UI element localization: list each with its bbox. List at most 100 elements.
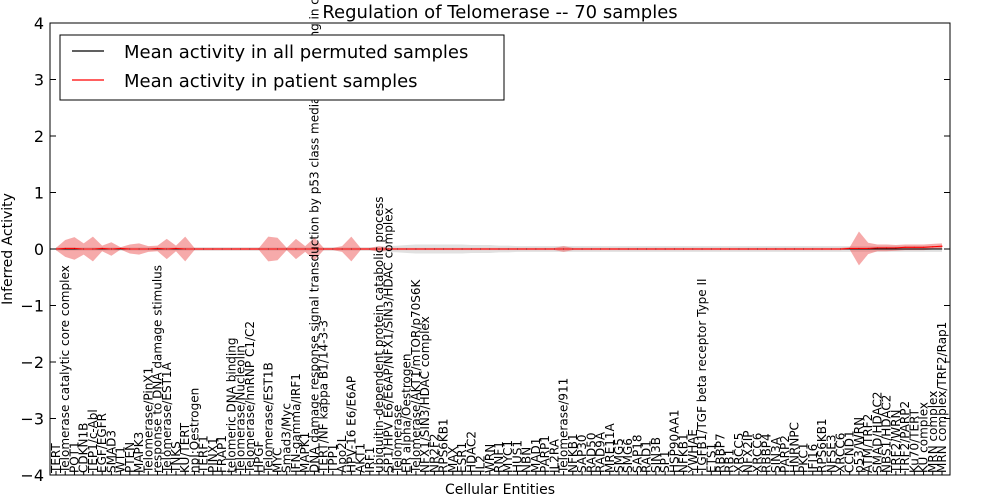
- x-category-label: NFX2IP: [741, 430, 755, 473]
- x-category-label: NFKB1: [677, 433, 691, 473]
- x-category-label: PKC1: [797, 443, 811, 473]
- x-category-label: DNA damage response signal transduction …: [307, 0, 321, 473]
- x-category-label: CCND1: [843, 430, 857, 473]
- x-category-label: npI:Oestrogen: [187, 388, 201, 473]
- permuted-point: [535, 248, 537, 250]
- x-category-label: HUS1: [510, 440, 524, 473]
- permuted-point: [64, 248, 66, 250]
- x-category-label: response to DNA damage stimulus: [151, 265, 165, 473]
- x-category-label: TRF2/WRN: [889, 410, 903, 474]
- permuted-point: [304, 248, 306, 250]
- x-category-label: NBN: [520, 447, 534, 473]
- x-category-label: MRN complex: [926, 391, 940, 473]
- x-category-label: p53/WRN: [852, 417, 866, 473]
- patient-point: [876, 247, 878, 249]
- permuted-point: [895, 248, 897, 250]
- patient-point: [120, 247, 122, 250]
- x-category-label: TRF2/PARP2: [898, 401, 912, 474]
- x-category-label: RPS6KB1: [815, 418, 829, 473]
- legend-label-permuted: Mean activity in all permuted samples: [124, 42, 468, 63]
- x-category-label: KU complex: [917, 402, 931, 473]
- permuted-point: [692, 248, 694, 250]
- permuted-point: [249, 248, 251, 250]
- permuted-point: [341, 248, 343, 250]
- permuted-point: [830, 248, 832, 250]
- patient-point: [886, 247, 888, 249]
- x-category-label: PARP2: [778, 435, 792, 473]
- x-category-label: RNF1: [492, 441, 506, 473]
- patient-point: [913, 246, 915, 248]
- permuted-point: [600, 248, 601, 250]
- x-category-label: Apo2L: [335, 435, 349, 473]
- permuted-point: [544, 248, 546, 250]
- x-category-label: MAD1: [529, 438, 543, 473]
- patient-point: [895, 247, 897, 249]
- x-category-label: IL2: [474, 455, 488, 473]
- permuted-point: [858, 248, 860, 250]
- permuted-point: [507, 248, 509, 250]
- permuted-point: [267, 248, 269, 250]
- permuted-point: [166, 248, 168, 250]
- y-tick-label: −4: [20, 466, 44, 485]
- patient-point: [73, 247, 76, 250]
- permuted-point: [332, 248, 334, 250]
- x-category-label: TEP1/c-Abl: [86, 409, 100, 474]
- permuted-point: [664, 248, 666, 250]
- permuted-point: [277, 248, 278, 250]
- permuted-point: [480, 248, 481, 250]
- permuted-point: [369, 248, 371, 250]
- permuted-point: [194, 248, 195, 250]
- x-category-label: HDAC2: [464, 431, 478, 473]
- patient-point: [922, 246, 925, 248]
- permuted-point: [553, 248, 555, 250]
- x-category-label: IL2RA: [547, 438, 561, 473]
- patient-point: [904, 246, 906, 248]
- x-category-label: Telomerase: [390, 405, 404, 474]
- y-tick-label: −3: [20, 410, 44, 429]
- permuted-point: [738, 248, 740, 250]
- patient-point: [64, 247, 66, 250]
- permuted-point: [923, 248, 924, 250]
- permuted-point: [867, 248, 869, 250]
- permuted-point: [637, 248, 638, 250]
- permuted-point: [406, 248, 408, 250]
- permuted-point: [147, 248, 149, 250]
- x-category-label: RPS6KB1: [437, 418, 451, 473]
- permuted-point: [240, 248, 241, 250]
- permuted-point: [720, 248, 721, 250]
- permuted-point: [618, 248, 620, 250]
- permuted-point: [129, 248, 131, 250]
- permuted-point: [175, 248, 177, 250]
- x-category-label: MAPK1: [298, 432, 312, 473]
- y-tick-label: 4: [34, 14, 44, 33]
- x-category-label: MAPK3: [132, 432, 146, 473]
- x-category-label: NR2F2: [427, 434, 441, 474]
- permuted-point: [609, 248, 611, 250]
- permuted-point: [433, 248, 435, 250]
- x-category-label: PTEN: [123, 442, 137, 473]
- x-category-label: SAP30: [575, 434, 589, 473]
- x-category-label: SMAD/HDAC2: [870, 391, 884, 473]
- patient-point: [156, 247, 159, 250]
- x-category-label: SMG5: [612, 438, 626, 473]
- x-category-label: TNKS: [169, 441, 183, 474]
- permuted-point: [157, 248, 158, 250]
- x-category-label: Smad3/Myc: [280, 403, 294, 473]
- x-category-label: RBBP4: [760, 433, 774, 473]
- permuted-point: [563, 248, 565, 250]
- permuted-point: [941, 248, 943, 250]
- x-category-label: POT1: [67, 441, 81, 473]
- x-category-label: CDKN1B: [77, 423, 91, 473]
- permuted-point: [221, 248, 223, 250]
- x-category-label: Ku70/TERT: [907, 408, 921, 473]
- permuted-point: [378, 248, 380, 250]
- x-category-label: Telomerase/911: [557, 378, 571, 474]
- legend: Mean activity in all permuted samples Me…: [59, 34, 505, 101]
- x-category-label: KU/TERT: [178, 422, 192, 473]
- x-category-label: telomeric DNA binding: [224, 338, 238, 474]
- permuted-point: [655, 248, 657, 250]
- permuted-point: [526, 248, 528, 250]
- permuted-point: [120, 248, 122, 250]
- permuted-point: [461, 248, 463, 250]
